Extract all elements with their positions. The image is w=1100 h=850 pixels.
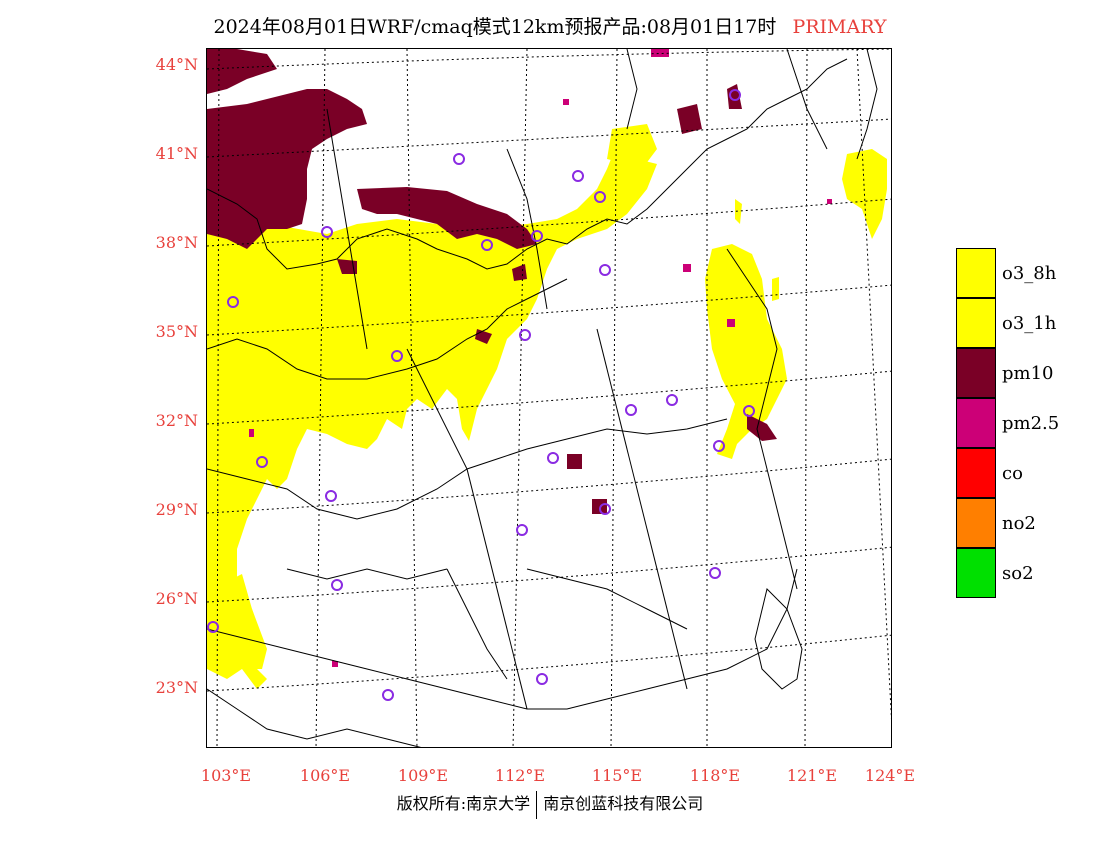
legend-swatch (956, 298, 996, 348)
lon-label-103: 103°E (200, 766, 252, 785)
legend-label: co (1002, 463, 1023, 484)
lat-label-35: 35°N (155, 322, 198, 341)
lat-label-32: 32°N (155, 411, 198, 430)
lon-label-124: 124°E (864, 766, 916, 785)
boundaries (207, 49, 878, 747)
lat-label-38: 38°N (155, 233, 198, 252)
lat-label-41: 41°N (155, 144, 198, 163)
copyright-footer: 版权所有:南京大学 南京创蓝科技有限公司 (0, 790, 1100, 819)
lat-label-29: 29°N (155, 500, 198, 519)
primary-tag: PRIMARY (792, 16, 887, 38)
legend-label: o3_1h (1002, 313, 1057, 334)
pollution-map (207, 49, 891, 747)
legend-swatch (956, 548, 996, 598)
map-title: 2024年08月01日WRF/cmaq模式12km预报产品:08月01日17时 … (0, 12, 1100, 39)
copyright-company: 南京创蓝科技有限公司 (543, 794, 704, 813)
legend-label: so2 (1002, 563, 1034, 584)
footer-divider (536, 790, 538, 819)
lat-label-23: 23°N (155, 678, 198, 697)
legend-swatch (956, 398, 996, 448)
map-title-main: 2024年08月01日WRF/cmaq模式12km预报产品:08月01日17时 (213, 16, 777, 38)
pm10-regions (207, 49, 777, 514)
lon-label-115: 115°E (591, 766, 643, 785)
lat-label-44: 44°N (155, 55, 198, 74)
lon-label-121: 121°E (786, 766, 838, 785)
legend-label: pm2.5 (1002, 413, 1060, 434)
lon-label-118: 118°E (689, 766, 741, 785)
legend-label: pm10 (1002, 363, 1054, 384)
lon-label-112: 112°E (494, 766, 546, 785)
legend-swatch (956, 348, 996, 398)
pm25-spots (249, 49, 832, 667)
legend-swatch (956, 448, 996, 498)
graticule (207, 49, 891, 747)
legend-label: o3_8h (1002, 263, 1057, 284)
legend-swatch (956, 248, 996, 298)
lat-label-26: 26°N (155, 589, 198, 608)
map-panel (206, 48, 892, 748)
lon-label-109: 109°E (397, 766, 449, 785)
o3-regions (207, 124, 887, 689)
legend-label: no2 (1002, 513, 1036, 534)
copyright-owner: 版权所有:南京大学 (396, 794, 531, 813)
legend-swatch (956, 498, 996, 548)
stations (207, 89, 755, 701)
lon-label-106: 106°E (299, 766, 351, 785)
